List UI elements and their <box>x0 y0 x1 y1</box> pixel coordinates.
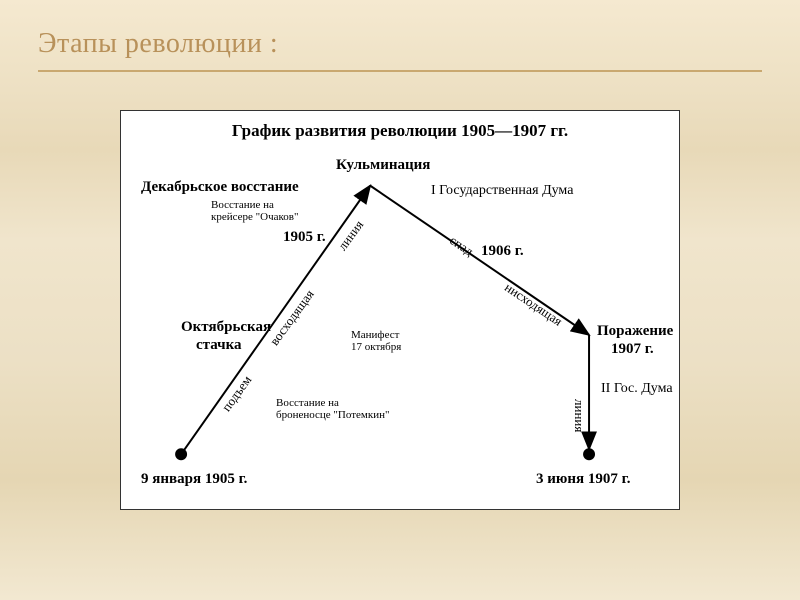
label-ochakov2: крейсере "Очаков" <box>211 211 298 223</box>
path-label-fall3: линия <box>571 399 587 432</box>
label-year1905: 1905 г. <box>283 229 326 246</box>
label-december: Декабрьское восстание <box>141 179 299 196</box>
title-underline <box>38 70 762 72</box>
label-manifest1: Манифест <box>351 329 399 341</box>
label-culmination: Кульминация <box>336 157 430 174</box>
chart-container: График развития революции 1905—1907 гг. … <box>120 110 680 510</box>
label-end-date: 3 июня 1907 г. <box>536 471 630 488</box>
label-defeat1: Поражение <box>597 323 673 340</box>
node-end <box>583 448 595 460</box>
label-strike: стачка <box>196 337 241 354</box>
label-start-date: 9 января 1905 г. <box>141 471 247 488</box>
slide-title: Этапы революции : <box>38 28 278 60</box>
label-defeat2: 1907 г. <box>611 341 654 358</box>
label-potemkin1: Восстание на <box>276 397 339 409</box>
label-potemkin2: броненосце "Потемкин" <box>276 409 389 421</box>
label-year1906: 1906 г. <box>481 243 524 260</box>
node-start <box>175 448 187 460</box>
label-manifest2: 17 октября <box>351 341 401 353</box>
label-duma1: I Государственная Дума <box>431 183 573 199</box>
label-ochakov1: Восстание на <box>211 199 274 211</box>
label-october: Октябрьская <box>181 319 271 336</box>
label-duma2: II Гос. Дума <box>601 381 673 397</box>
